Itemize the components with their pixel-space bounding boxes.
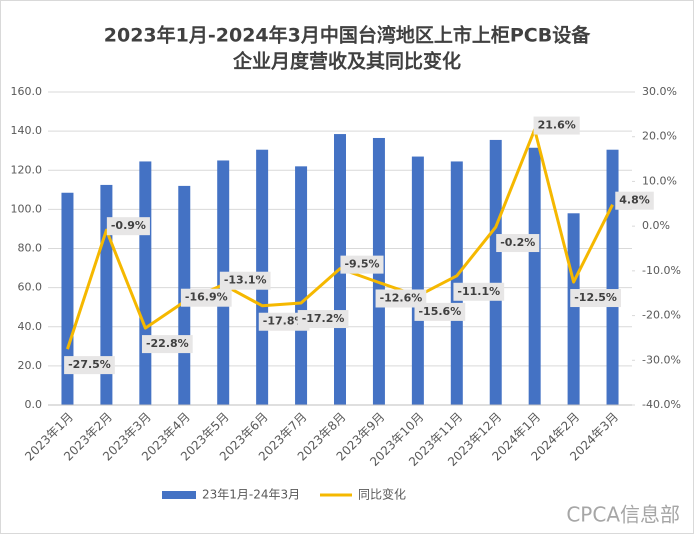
y-tick-label: 120.0 (11, 163, 43, 176)
data-label: 4.8% (619, 194, 650, 207)
data-label: -13.1% (224, 274, 267, 287)
data-label-bg (570, 289, 621, 308)
line (66, 128, 614, 350)
data-label-bg (64, 356, 115, 375)
y-tick-label: 160.0 (11, 85, 43, 98)
bar (411, 156, 424, 405)
data-label-bg (297, 310, 349, 329)
data-label-bg (615, 191, 654, 210)
data-label: -9.5% (344, 258, 379, 271)
legend-label: 23年1月-24年3月 (202, 488, 300, 502)
y-tick-label: 0.0 (25, 398, 43, 411)
data-label: -0.2% (500, 236, 535, 249)
bar (528, 147, 541, 406)
data-label-bg (533, 116, 580, 135)
bar (489, 139, 502, 405)
y2-tick-label: 10.0% (642, 174, 677, 187)
y-tick-label: 140.0 (11, 124, 43, 137)
chart-title: 2023年1月-2024年3月中国台湾地区上市上柜PCB设备 (104, 24, 591, 47)
legend-label: 同比变化 (358, 487, 406, 502)
bar (295, 166, 308, 405)
data-label-bg (258, 312, 310, 331)
data-label: 21.6% (538, 119, 576, 132)
y2-tick-label: -20.0% (642, 309, 681, 322)
data-label-bg (106, 217, 150, 236)
data-label: -27.5% (68, 358, 111, 371)
y-tick-label: 40.0 (18, 320, 43, 333)
y-tick-label: 80.0 (18, 242, 43, 255)
y2-tick-label: 20.0% (642, 130, 677, 143)
data-label: -12.6% (380, 291, 423, 304)
y-tick-label: 20.0 (18, 359, 43, 372)
data-label-bg (141, 335, 193, 354)
data-label-bg (453, 282, 505, 301)
chart-title: 企业月度营收及其同比变化 (232, 50, 461, 73)
data-label: -0.9% (111, 219, 146, 232)
data-label: -12.5% (574, 291, 617, 304)
data-label: -17.8% (263, 315, 306, 328)
bar (567, 213, 580, 405)
y2-tick-label: -40.0% (642, 398, 681, 411)
y2-tick-label: -30.0% (642, 353, 681, 366)
watermark: CPCA信息部 (566, 503, 680, 527)
data-label-bg (219, 271, 271, 290)
y-tick-label: 100.0 (11, 202, 43, 215)
legend-swatch (162, 491, 196, 499)
data-label: -22.8% (146, 337, 189, 350)
data-label-bg (340, 255, 384, 274)
bar (61, 192, 74, 405)
data-label-bg (375, 289, 427, 308)
data-label: -17.2% (302, 312, 345, 325)
bar (606, 149, 619, 405)
data-label-bg (180, 288, 232, 307)
data-label: -11.1% (457, 285, 500, 298)
y2-tick-label: 0.0% (642, 219, 670, 232)
y2-tick-label: 30.0% (642, 85, 677, 98)
y-tick-label: 60.0 (18, 281, 43, 294)
data-label: -16.9% (185, 291, 228, 304)
data-label-bg (414, 302, 466, 321)
data-label-bg (496, 234, 540, 253)
bar (139, 161, 152, 405)
data-label: -15.6% (418, 305, 461, 318)
y2-tick-label: -10.0% (642, 264, 681, 277)
